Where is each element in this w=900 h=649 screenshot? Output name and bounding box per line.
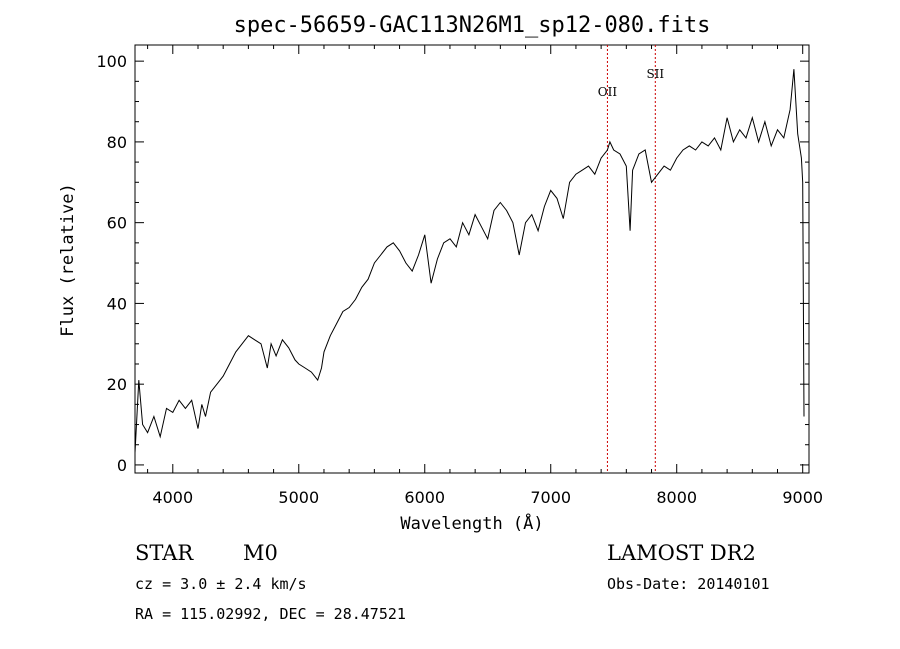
x-tick-label: 8000 bbox=[656, 488, 697, 507]
emission-line-label: SII bbox=[646, 67, 664, 81]
y-tick-label: 20 bbox=[107, 375, 127, 394]
spectrum-series-line bbox=[134, 69, 805, 453]
x-tick-label: 6000 bbox=[404, 488, 445, 507]
y-axis-label: Flux (relative) bbox=[58, 183, 78, 337]
survey-name: LAMOST DR2 bbox=[607, 541, 756, 565]
observation-date: Obs-Date: 20140101 bbox=[607, 575, 770, 593]
x-axis-label: Wavelength (Å) bbox=[400, 512, 543, 534]
object-subclass: M0 bbox=[243, 541, 278, 565]
emission-line-markers: OII SII bbox=[598, 45, 664, 473]
plot-frame bbox=[134, 44, 810, 474]
y-tick-label: 100 bbox=[96, 52, 127, 71]
y-tick-label: 60 bbox=[107, 214, 127, 233]
x-tick-label: 9000 bbox=[782, 488, 823, 507]
coordinates: RA = 115.02992, DEC = 28.47521 bbox=[135, 605, 406, 623]
x-axis: 4000 5000 6000 7000 8000 9000 bbox=[147, 45, 823, 507]
emission-line-label: OII bbox=[598, 85, 618, 99]
y-tick-label: 80 bbox=[107, 133, 127, 152]
x-tick-label: 5000 bbox=[278, 488, 319, 507]
chart-title: spec-56659-GAC113N26M1_sp12-080.fits bbox=[234, 13, 711, 38]
redshift-velocity: cz = 3.0 ± 2.4 km/s bbox=[135, 575, 307, 593]
y-tick-label: 40 bbox=[107, 294, 127, 313]
y-tick-label: 0 bbox=[117, 456, 127, 475]
object-class: STAR bbox=[135, 541, 194, 565]
y-axis: 0 20 40 60 80 100 bbox=[96, 52, 809, 475]
x-tick-label: 4000 bbox=[152, 488, 193, 507]
x-tick-label: 7000 bbox=[530, 488, 571, 507]
